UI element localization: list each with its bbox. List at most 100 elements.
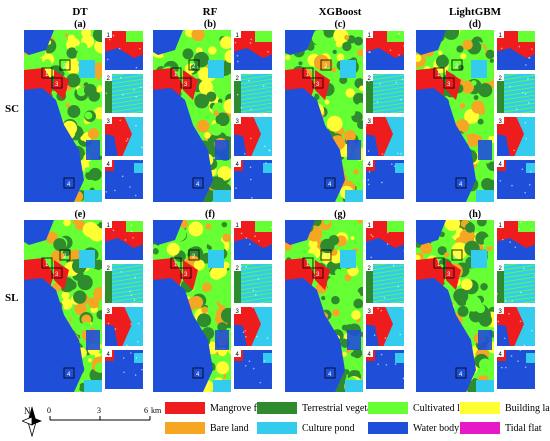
inset-map-3: 3 bbox=[496, 116, 536, 157]
panel-label-c: (c) bbox=[334, 19, 346, 30]
inset-box-2 bbox=[188, 59, 200, 71]
classification-map: 1 2 3 4 bbox=[153, 30, 231, 202]
inset-box-number: 2 bbox=[63, 64, 67, 70]
inset-number: 1 bbox=[499, 33, 503, 39]
inset-number: 2 bbox=[107, 76, 111, 82]
panel-label-h: (h) bbox=[468, 209, 482, 220]
inset-box-number: 1 bbox=[437, 262, 441, 268]
inset-map-1: 1 bbox=[233, 220, 273, 261]
inset-map-2: 2 bbox=[233, 73, 273, 114]
inset-number: 2 bbox=[107, 266, 111, 272]
inset-number: 4 bbox=[236, 162, 240, 168]
inset-box-number: 4 bbox=[67, 182, 71, 188]
inset-number: 3 bbox=[107, 309, 111, 315]
inset-box-number: 1 bbox=[437, 72, 441, 78]
inset-box-number: 2 bbox=[455, 64, 459, 70]
inset-box-number: 1 bbox=[306, 72, 310, 78]
legend-item-water-body: Water body bbox=[368, 421, 459, 435]
inset-number: 3 bbox=[368, 119, 372, 125]
inset-box-4 bbox=[192, 177, 204, 189]
inset-number: 3 bbox=[107, 119, 111, 125]
inset-map-3: 3 bbox=[233, 306, 273, 347]
col-header-xgboost: XGBoost bbox=[318, 6, 362, 18]
inset-box-number: 3 bbox=[55, 82, 59, 88]
classification-map: 1 2 3 4 bbox=[416, 30, 494, 202]
classification-map: 1 2 3 4 bbox=[416, 220, 494, 392]
inset-box-number: 1 bbox=[45, 262, 49, 268]
classification-map: 1 2 3 4 bbox=[285, 30, 363, 202]
inset-map-4: 4 bbox=[365, 349, 405, 390]
legend-label: Mangrove forest bbox=[210, 402, 277, 414]
panel-label-b: (b) bbox=[203, 19, 217, 30]
inset-number: 1 bbox=[107, 33, 111, 39]
inset-map-3: 3 bbox=[365, 306, 405, 347]
inset-number: 2 bbox=[499, 266, 503, 272]
legend-swatch bbox=[257, 402, 297, 414]
legend-item-cultivated-land: Cultivated land bbox=[368, 401, 474, 415]
inset-number: 2 bbox=[236, 266, 240, 272]
legend-label: Water body bbox=[413, 422, 460, 434]
legend-item-mangrove-forest: Mangrove forest bbox=[165, 401, 276, 415]
north-label: N bbox=[24, 406, 31, 416]
inset-box-number: 3 bbox=[447, 82, 451, 88]
inset-box-1 bbox=[302, 67, 314, 79]
inset-number: 3 bbox=[499, 309, 503, 315]
inset-box-4 bbox=[192, 367, 204, 379]
inset-box-number: 2 bbox=[324, 64, 328, 70]
legend-item-bare-land: Bare land bbox=[165, 421, 249, 435]
inset-box-number: 4 bbox=[328, 372, 332, 378]
inset-map-2: 2 bbox=[104, 263, 144, 304]
inset-box-number: 4 bbox=[459, 182, 463, 188]
inset-box-3 bbox=[180, 267, 192, 279]
legend-label: Bare land bbox=[210, 422, 249, 434]
legend-swatch bbox=[165, 402, 205, 414]
inset-number: 1 bbox=[368, 33, 372, 39]
inset-box-number: 4 bbox=[328, 182, 332, 188]
legend-item-tidal-flat: Tidal flat bbox=[460, 421, 542, 435]
inset-number: 1 bbox=[499, 223, 503, 229]
north-arrow-icon: N bbox=[22, 406, 42, 438]
inset-box-1 bbox=[433, 257, 445, 269]
panel-label-a: (a) bbox=[74, 19, 86, 30]
scale-tick-0: 0 bbox=[47, 406, 51, 415]
inset-box-2 bbox=[320, 249, 332, 261]
inset-box-4 bbox=[63, 177, 75, 189]
inset-box-number: 1 bbox=[45, 72, 49, 78]
inset-map-3: 3 bbox=[233, 116, 273, 157]
inset-number: 1 bbox=[236, 223, 240, 229]
inset-box-number: 1 bbox=[306, 262, 310, 268]
inset-map-4: 4 bbox=[496, 349, 536, 390]
scale-bar: N 0 3 6 km bbox=[22, 406, 162, 438]
inset-number: 3 bbox=[236, 119, 240, 125]
legend-swatch bbox=[368, 422, 408, 434]
inset-box-1 bbox=[433, 67, 445, 79]
inset-box-number: 2 bbox=[192, 254, 196, 260]
inset-box-3 bbox=[180, 77, 192, 89]
legend-item-terrestrial-vegetation: Terrestrial vegetation bbox=[257, 401, 387, 415]
inset-box-2 bbox=[451, 59, 463, 71]
classification-map: 1 2 3 4 bbox=[24, 30, 102, 202]
inset-map-2: 2 bbox=[233, 263, 273, 304]
panel-label-f: (f) bbox=[205, 209, 215, 220]
inset-box-2 bbox=[59, 59, 71, 71]
inset-box-4 bbox=[63, 367, 75, 379]
row-label-sc: SC bbox=[5, 103, 20, 115]
inset-number: 4 bbox=[107, 162, 111, 168]
inset-number: 4 bbox=[368, 352, 372, 358]
inset-box-number: 2 bbox=[455, 254, 459, 260]
inset-box-3 bbox=[51, 77, 63, 89]
inset-box-number: 1 bbox=[174, 262, 178, 268]
inset-box-number: 3 bbox=[316, 272, 320, 278]
inset-box-1 bbox=[170, 257, 182, 269]
inset-box-2 bbox=[320, 59, 332, 71]
inset-box-4 bbox=[324, 367, 336, 379]
panel-label-e: (e) bbox=[74, 209, 86, 220]
inset-box-number: 2 bbox=[324, 254, 328, 260]
inset-box-1 bbox=[170, 67, 182, 79]
inset-map-4: 4 bbox=[233, 349, 273, 390]
inset-map-3: 3 bbox=[104, 306, 144, 347]
inset-box-number: 3 bbox=[184, 82, 188, 88]
legend-label: Tidal flat bbox=[505, 422, 542, 434]
inset-map-1: 1 bbox=[104, 30, 144, 71]
inset-map-3: 3 bbox=[365, 116, 405, 157]
